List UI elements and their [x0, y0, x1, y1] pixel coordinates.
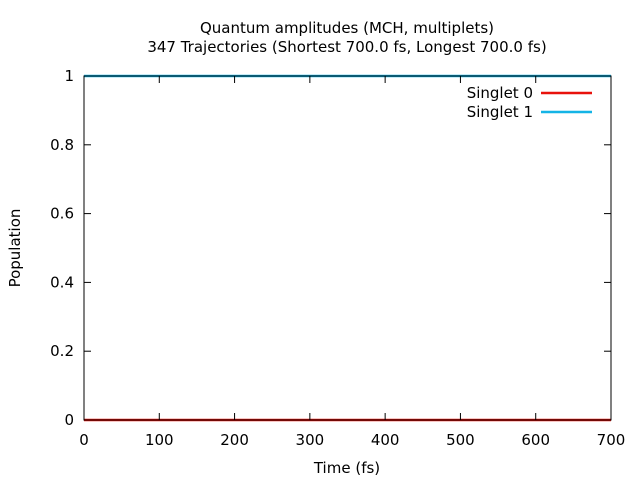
- chart-subtitle: 347 Trajectories (Shortest 700.0 fs, Lon…: [147, 38, 546, 56]
- x-tick-label: 500: [446, 431, 475, 449]
- legend-label: Singlet 1: [467, 103, 533, 121]
- x-tick-label: 700: [597, 431, 626, 449]
- x-tick-label: 100: [145, 431, 174, 449]
- x-axis-label: Time (fs): [313, 459, 380, 477]
- ticks-layer: [83, 75, 612, 421]
- legend-label: Singlet 0: [467, 84, 533, 102]
- y-tick-label: 0: [64, 411, 74, 429]
- x-tick-label: 0: [79, 431, 89, 449]
- tick-labels-layer: 0 100 200 300 400 500 600 700 0 0.2 0.4 0.6 0.8 1: [50, 67, 625, 449]
- y-tick-label: 0.8: [50, 136, 74, 154]
- chart-title: Quantum amplitudes (MCH, multiplets): [200, 19, 494, 37]
- x-tick-label: 300: [296, 431, 325, 449]
- y-tick-label: 0.4: [50, 273, 74, 291]
- x-tick-label: 600: [521, 431, 550, 449]
- plot-frame: [83, 75, 612, 421]
- series-layer: [84, 74, 611, 422]
- y-tick-label: 0.6: [50, 205, 74, 223]
- y-tick-label: 1: [64, 67, 74, 85]
- x-tick-label: 200: [220, 431, 249, 449]
- y-tick-label: 0.2: [50, 342, 74, 360]
- x-tick-label: 400: [371, 431, 400, 449]
- y-axis-label: Population: [6, 209, 24, 288]
